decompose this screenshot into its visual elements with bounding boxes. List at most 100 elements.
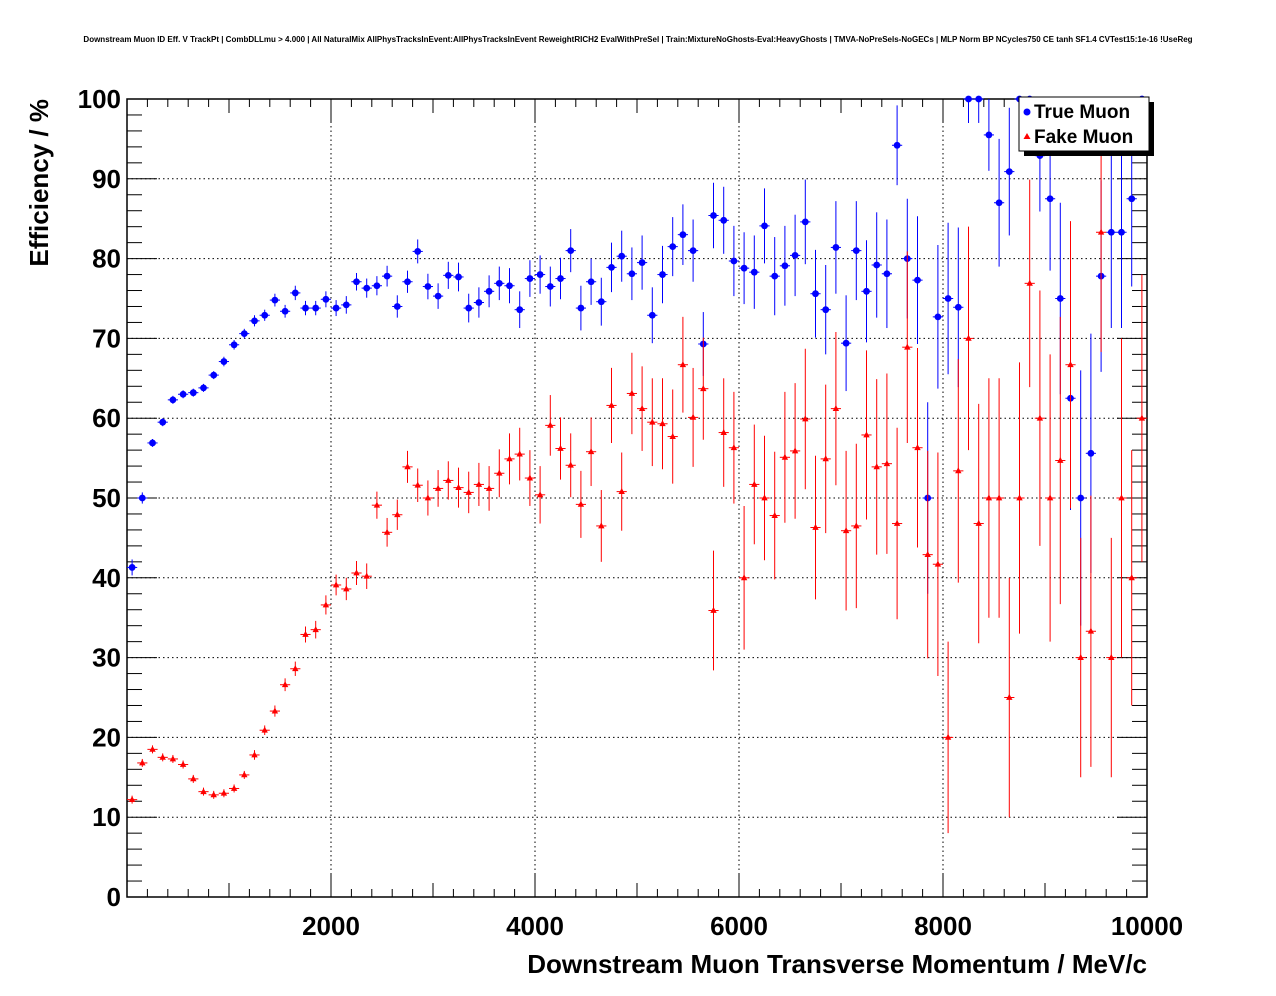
data-point: [659, 271, 666, 278]
data-point: [302, 630, 309, 637]
data-point: [455, 273, 462, 281]
data-point: [659, 420, 666, 427]
data-point: [802, 415, 809, 422]
data-point: [832, 405, 840, 412]
data-point: [975, 519, 982, 526]
data-point: [842, 339, 850, 347]
data-point: [628, 270, 636, 278]
data-point: [465, 488, 472, 495]
y-tick-label: 90: [92, 164, 121, 194]
data-point: [781, 453, 789, 460]
data-point: [210, 791, 217, 798]
data-point: [904, 343, 911, 350]
x-tick-label: 4000: [506, 911, 564, 941]
data-point: [985, 494, 993, 501]
data-point: [1056, 295, 1064, 302]
data-point: [944, 733, 952, 740]
data-series: [127, 95, 1147, 834]
data-point: [1138, 414, 1146, 421]
data-point: [322, 295, 330, 303]
y-tick-label: 40: [92, 563, 121, 593]
data-point: [1087, 449, 1095, 457]
data-point: [567, 461, 574, 468]
data-point: [761, 494, 768, 501]
data-point: [404, 463, 411, 470]
data-point: [444, 271, 452, 279]
x-tick-label: 8000: [914, 911, 972, 941]
data-point: [883, 270, 891, 278]
data-point: [485, 484, 493, 491]
data-point: [822, 306, 830, 314]
data-point: [751, 480, 758, 487]
data-point: [159, 418, 167, 426]
grid: [127, 99, 1148, 897]
data-point: [557, 444, 564, 451]
y-tick-label: 0: [107, 882, 121, 912]
data-point: [740, 264, 748, 272]
data-point: [404, 278, 411, 286]
data-point: [995, 494, 1003, 501]
data-point: [128, 564, 136, 571]
chart-title: Downstream Muon ID Eff. V TrackPt | Comb…: [83, 35, 1192, 44]
data-point: [159, 753, 166, 760]
series-true-muon: [127, 95, 1147, 626]
data-point: [292, 665, 299, 672]
data-point: [210, 371, 218, 379]
data-point: [577, 500, 585, 507]
data-point: [1046, 494, 1054, 501]
data-point: [506, 282, 513, 290]
data-point: [1107, 228, 1115, 236]
data-point: [342, 301, 350, 309]
data-point: [516, 450, 523, 457]
data-point: [200, 788, 207, 795]
data-point: [414, 248, 422, 255]
data-point: [873, 261, 881, 269]
data-point: [506, 455, 513, 462]
legend-label-true-muon: True Muon: [1034, 102, 1130, 123]
series-fake-muon: [127, 112, 1147, 834]
data-point: [383, 272, 391, 280]
data-point: [914, 444, 921, 451]
data-point: [679, 231, 687, 239]
data-point: [516, 306, 524, 314]
x-tick-labels: 2000 4000 6000 8000 10000: [302, 911, 1183, 941]
data-point: [445, 476, 452, 483]
data-point: [251, 317, 258, 325]
legend-marker-fake-muon: [1023, 133, 1031, 139]
data-point: [261, 726, 268, 733]
data-point: [291, 289, 299, 297]
data-point: [557, 275, 564, 282]
data-point: [679, 361, 687, 368]
data-point: [965, 95, 972, 103]
data-point: [740, 574, 748, 581]
data-point: [343, 585, 350, 592]
data-point: [128, 796, 136, 803]
data-point: [781, 262, 789, 270]
data-point: [240, 330, 248, 338]
data-point: [393, 303, 401, 310]
data-point: [363, 572, 370, 579]
data-point: [220, 358, 228, 365]
data-point: [1006, 693, 1013, 700]
x-tick-label: 6000: [710, 911, 768, 941]
data-point: [414, 481, 421, 488]
data-point: [791, 447, 799, 454]
data-point: [281, 307, 289, 315]
data-point: [1128, 195, 1136, 203]
data-point: [312, 304, 320, 312]
data-point: [801, 218, 809, 226]
data-point: [169, 755, 177, 762]
data-point: [138, 494, 146, 502]
x-tick-label: 2000: [302, 911, 360, 941]
data-point: [485, 287, 493, 295]
data-point: [567, 247, 575, 255]
data-point: [832, 244, 840, 251]
data-point: [1118, 228, 1125, 236]
data-point: [893, 519, 901, 526]
data-point: [944, 295, 952, 302]
data-point: [1026, 279, 1033, 286]
y-tick-label: 100: [78, 84, 121, 114]
data-point: [139, 759, 146, 766]
